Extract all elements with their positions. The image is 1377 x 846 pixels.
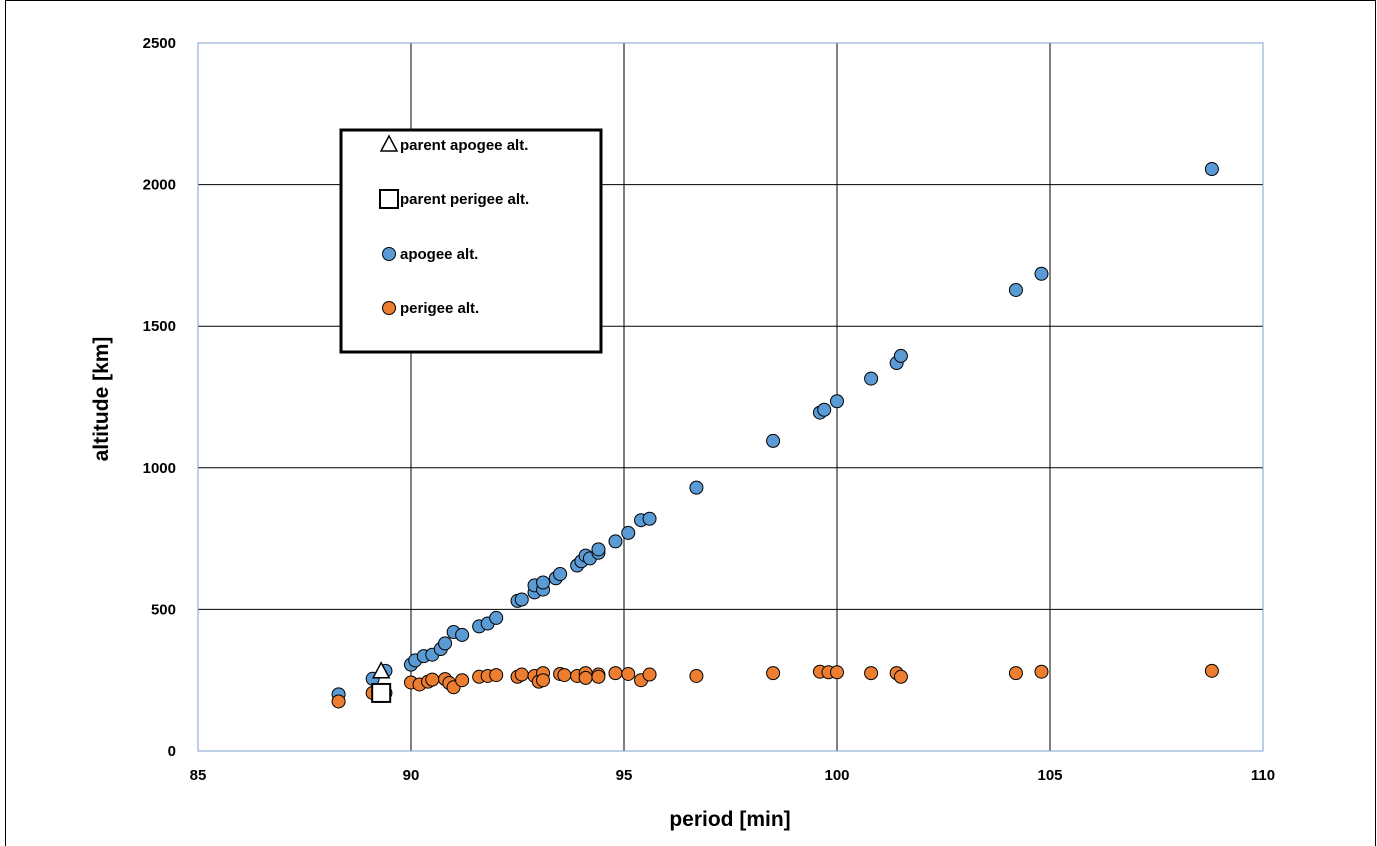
data-point xyxy=(536,673,551,688)
data-point xyxy=(642,511,657,526)
chart-frame xyxy=(5,0,1376,846)
data-point xyxy=(438,636,453,651)
data-point xyxy=(455,627,470,642)
data-point xyxy=(1008,666,1023,681)
legend: parent apogee alt. parent perigee alt. apo… xyxy=(339,128,603,354)
data-point xyxy=(621,666,636,681)
data-point xyxy=(830,665,844,680)
legend-marker xyxy=(382,247,396,261)
data-point xyxy=(557,668,572,683)
data-point xyxy=(893,348,908,363)
legend-label: apogee alt. xyxy=(400,246,478,263)
data-point xyxy=(1034,266,1049,281)
y-axis-title: altitude [km] xyxy=(90,337,113,462)
data-point xyxy=(864,666,879,681)
data-point xyxy=(578,670,593,685)
tick-labels: 85 90 95 100 105 110 0 500 1000 1500 2000 2500 xyxy=(143,35,1275,784)
data-points xyxy=(331,162,1219,709)
y-tick-label: 1500 xyxy=(143,318,176,335)
x-tick-label: 90 xyxy=(403,767,420,784)
data-point xyxy=(766,666,781,681)
data-point xyxy=(489,668,504,683)
x-tick-label: 105 xyxy=(1037,767,1062,784)
legend-label: perigee alt. xyxy=(400,300,479,317)
data-point xyxy=(371,682,392,703)
y-tick-label: 2000 xyxy=(143,177,176,194)
data-point xyxy=(1034,664,1049,679)
data-point xyxy=(514,592,529,607)
data-point xyxy=(591,542,606,557)
data-point xyxy=(591,669,606,684)
series-parent-perigee-alt xyxy=(371,682,392,703)
series-parent-apogee-alt xyxy=(371,661,391,679)
series-apogee-alt xyxy=(331,162,1219,702)
data-point xyxy=(830,394,844,409)
data-point xyxy=(489,610,504,625)
y-tick-label: 0 xyxy=(168,743,176,760)
series-perigee-alt xyxy=(331,663,1219,709)
legend-label: parent apogee alt. xyxy=(400,137,528,154)
y-tick-label: 500 xyxy=(151,601,176,618)
data-point xyxy=(642,667,657,682)
legend-marker xyxy=(379,189,399,209)
data-point xyxy=(371,661,391,679)
legend-marker xyxy=(379,134,399,152)
plot-area-border xyxy=(197,42,1264,752)
data-point xyxy=(608,666,623,681)
legend-box xyxy=(339,128,603,354)
y-tick-label: 1000 xyxy=(143,460,176,477)
x-tick-label: 100 xyxy=(824,767,849,784)
data-point xyxy=(514,667,529,682)
x-tick-label: 95 xyxy=(616,767,633,784)
x-axis-title: period [min] xyxy=(669,808,790,831)
data-point xyxy=(621,525,636,540)
y-tick-label: 2500 xyxy=(143,35,176,52)
data-point xyxy=(553,567,568,581)
legend-label: parent perigee alt. xyxy=(400,191,529,208)
x-tick-label: 85 xyxy=(190,767,207,784)
data-point xyxy=(817,402,832,417)
data-point xyxy=(536,575,551,590)
data-point xyxy=(331,694,346,709)
data-point xyxy=(425,672,440,687)
data-point xyxy=(766,433,781,448)
data-point xyxy=(1204,663,1219,678)
data-point xyxy=(455,673,470,688)
x-tick-label: 110 xyxy=(1251,767,1275,784)
data-point xyxy=(689,668,704,683)
data-point xyxy=(689,480,704,495)
legend-marker xyxy=(382,301,396,315)
data-point xyxy=(1204,162,1219,177)
data-point xyxy=(1008,282,1023,297)
data-point xyxy=(608,534,623,549)
data-point xyxy=(893,669,908,684)
data-point xyxy=(864,371,879,386)
